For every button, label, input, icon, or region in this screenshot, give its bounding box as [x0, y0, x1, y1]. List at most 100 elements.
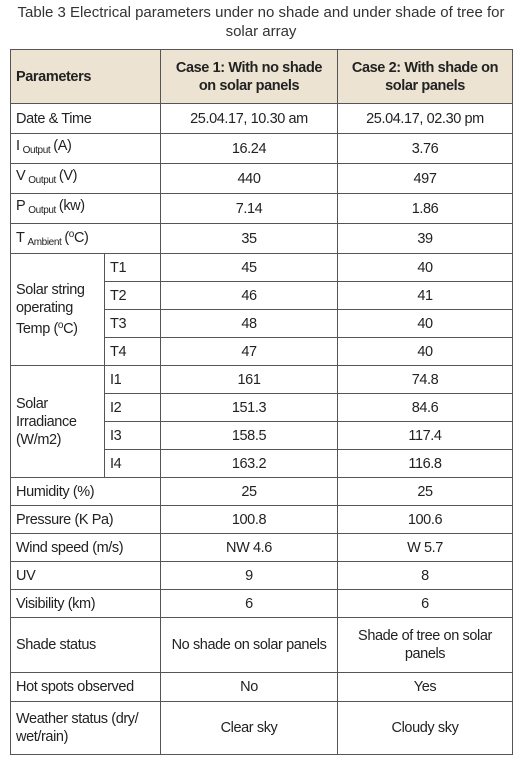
sub-parameter-cell: I1 — [104, 365, 161, 394]
parameter-cell: Date & Time — [10, 103, 161, 134]
table-row: T3 48 40 — [11, 309, 513, 338]
value-cell: 497 — [337, 163, 513, 194]
value-cell: 100.6 — [337, 505, 513, 534]
table-row: Pressure (K Pa) 100.8 100.6 — [10, 505, 513, 534]
value-cell: 35 — [160, 223, 338, 254]
value-cell: Yes — [337, 672, 513, 702]
table-row: I Output (A) 16.24 3.76 — [10, 133, 513, 164]
value-cell: NW 4.6 — [160, 533, 338, 562]
header-cell: Case 2: With shade on solar panels — [337, 49, 513, 104]
table-body: Date & Time 25.04.17, 10.30 am 25.04.17, 0… — [10, 103, 513, 755]
value-cell: 45 — [160, 253, 338, 282]
value-cell: 46 — [160, 281, 338, 310]
value-cell: 41 — [337, 281, 513, 310]
parameter-part: P — [16, 198, 26, 214]
parameter-cell: Visibility (km) — [10, 589, 161, 618]
value-cell: Shade of tree on solar panels — [337, 617, 513, 673]
value-cell: 16.24 — [160, 133, 338, 164]
value-cell: 25 — [337, 477, 513, 506]
parameter-part: Output — [28, 205, 56, 216]
parameter-part: (A) — [53, 138, 72, 154]
parameter-part: (V) — [58, 168, 78, 184]
table-row: I4 163.2 116.8 — [11, 449, 513, 478]
table-row: Date & Time 25.04.17, 10.30 am 25.04.17, 0… — [10, 103, 513, 134]
sub-parameter-cell: I4 — [104, 449, 161, 478]
header-row: Parameters Case 1: With no shade on sola… — [10, 49, 513, 104]
table-row: Hot spots observed No Yes — [10, 672, 513, 702]
table-row: Weather status (dry/ wet/rain) Clear sky C… — [10, 701, 513, 755]
parameter-cell: Hot spots observed — [10, 672, 161, 702]
header-cell: Case 1: With no shade on solar panels — [160, 49, 338, 104]
parameter-part: (kw) — [58, 198, 85, 214]
parameter-cell: Wind speed (m/s) — [10, 533, 161, 562]
table-row: UV 9 8 — [10, 561, 513, 590]
value-cell: 40 — [337, 309, 513, 338]
table-row: Humidity (%) 25 25 — [10, 477, 513, 506]
value-cell: 47 — [160, 337, 338, 366]
parameter-cell: V Output (V) — [10, 163, 161, 194]
parameter-part: Output — [28, 175, 56, 186]
table-row: Solar string operating Temp (oC) T1 45 40 — [10, 253, 513, 366]
parameter-part: C) — [73, 229, 89, 246]
parameter-cell: T Ambient (oC) — [10, 223, 161, 254]
table-header: Parameters Case 1: With no shade on sola… — [10, 49, 513, 104]
value-cell: 9 — [160, 561, 338, 590]
table-row: V Output (V) 440 497 — [10, 163, 513, 194]
value-cell: 25.04.17, 10.30 am — [160, 103, 338, 134]
value-cell: 161 — [160, 365, 338, 394]
parameter-part: Output — [22, 145, 51, 156]
parameter-part: Solar string operating Temp ( — [16, 282, 85, 337]
parameter-part: o — [68, 228, 75, 240]
sub-parameter-cell: T3 — [104, 309, 161, 338]
value-cell: 8 — [337, 561, 513, 590]
table-row: P Output (kw) 7.14 1.86 — [10, 193, 513, 224]
parameter-cell: Solar string operating Temp (oC) — [10, 253, 105, 366]
value-cell: No shade on solar panels — [160, 617, 338, 673]
value-cell: Clear sky — [160, 701, 338, 755]
value-cell: 84.6 — [337, 393, 513, 422]
sub-parameter-cell: I3 — [104, 421, 161, 450]
value-cell: 158.5 — [160, 421, 338, 450]
value-cell: 116.8 — [337, 449, 513, 478]
value-cell: 25 — [160, 477, 338, 506]
value-cell: 3.76 — [337, 133, 513, 164]
parameter-part: I — [16, 138, 20, 154]
parameter-part: Ambient — [27, 236, 62, 248]
value-cell: 440 — [160, 163, 338, 194]
table-row: T2 46 41 — [11, 281, 513, 310]
sub-parameter-cell: T1 — [104, 253, 161, 282]
parameter-cell: Shade status — [10, 617, 161, 673]
value-cell: 39 — [337, 223, 513, 254]
value-cell: No — [160, 672, 338, 702]
value-cell: W 5.7 — [337, 533, 513, 562]
parameter-cell: Solar Irradiance (W/m2) — [10, 365, 105, 478]
value-cell: 6 — [160, 589, 338, 618]
value-cell: 151.3 — [160, 393, 338, 422]
parameter-part: T — [16, 229, 25, 246]
value-cell: 163.2 — [160, 449, 338, 478]
value-cell: 40 — [337, 337, 513, 366]
parameter-cell: Humidity (%) — [10, 477, 161, 506]
table-row: Wind speed (m/s) NW 4.6 W 5.7 — [10, 533, 513, 562]
parameter-cell: UV — [10, 561, 161, 590]
value-cell: 40 — [337, 253, 513, 282]
table-row: Shade status No shade on solar panels Shad… — [10, 617, 513, 673]
value-cell: 25.04.17, 02.30 pm — [337, 103, 513, 134]
parameter-part: C) — [63, 321, 78, 337]
table-row: Visibility (km) 6 6 — [10, 589, 513, 618]
value-cell: 117.4 — [337, 421, 513, 450]
parameter-table: Parameters Case 1: With no shade on sola… — [10, 49, 513, 755]
table-row: T4 47 40 — [11, 337, 513, 366]
parameter-cell: Pressure (K Pa) — [10, 505, 161, 534]
parameter-cell: P Output (kw) — [10, 193, 161, 224]
parameter-part: V — [16, 168, 26, 184]
sub-parameter-cell: T2 — [104, 281, 161, 310]
table-row: I3 158.5 117.4 — [11, 421, 513, 450]
table-row: T Ambient (oC) 35 39 — [10, 223, 513, 254]
table-row: Solar Irradiance (W/m2) I1 161 74.8 — [10, 365, 513, 478]
parameter-cell: Weather status (dry/ wet/rain) — [10, 701, 161, 755]
parameter-part: o — [57, 320, 64, 331]
sub-parameter-cell: I2 — [104, 393, 161, 422]
header-cell: Parameters — [10, 49, 161, 104]
